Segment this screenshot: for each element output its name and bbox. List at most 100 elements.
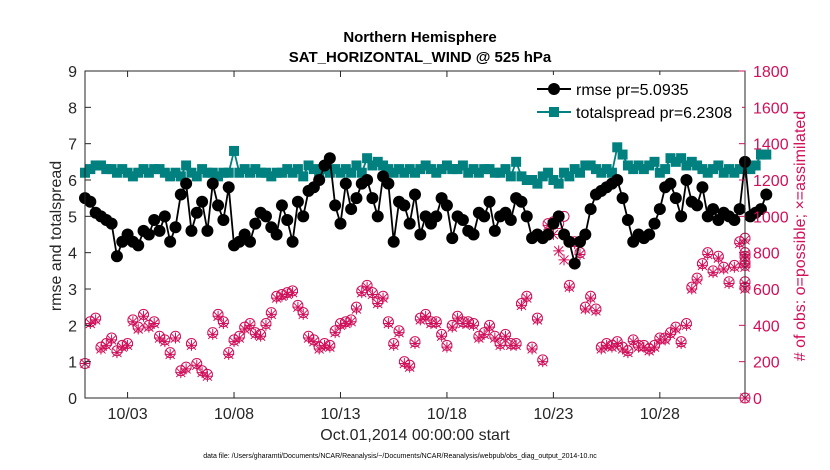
totalspread-marker (106, 164, 117, 175)
x-tick-label: 10/03 (108, 406, 148, 423)
totalspread-marker (447, 164, 458, 175)
obs-assimilated-marker (361, 281, 373, 293)
totalspread-marker (505, 171, 516, 182)
obs-assimilated-marker (686, 283, 698, 295)
totalspread-marker (287, 167, 298, 178)
obs-assimilated-marker (585, 292, 597, 304)
left-y-tick-label: 9 (68, 64, 77, 81)
x-axis: 10/03 10/08 10/13 10/18 10/23 10/28 (108, 71, 680, 423)
obs-assimilated-marker (734, 238, 746, 250)
totalspread-marker (143, 167, 154, 178)
totalspread-marker (761, 149, 772, 160)
rmse-marker (414, 228, 427, 241)
obs-assimilated-marker (526, 343, 538, 355)
totalspread-marker (260, 167, 271, 178)
obs-assimilated-marker (255, 330, 267, 342)
totalspread-marker (330, 164, 341, 175)
totalspread-marker (292, 164, 303, 175)
obs-assimilated-marker (319, 339, 331, 351)
obs-assimilated-marker (494, 339, 506, 351)
obs-assimilated-marker (691, 274, 703, 286)
totalspread-marker (335, 167, 346, 178)
totalspread-marker (734, 164, 745, 175)
obs-assimilated-marker (297, 308, 309, 320)
obs-assimilated-marker (180, 363, 192, 375)
obs-assimilated-marker (521, 292, 533, 304)
obs-assimilated-marker (446, 321, 458, 333)
obs-assimilated-marker (728, 261, 740, 273)
obs-assimilated-marker (175, 367, 187, 379)
data-file-footnote: data file: /Users/gharamti/Documents/NCA… (203, 453, 597, 460)
totalspread-marker (479, 164, 490, 175)
obs-assimilated-marker (265, 308, 277, 320)
rmse-marker (286, 235, 299, 248)
totalspread-marker (133, 167, 144, 178)
totalspread-marker (255, 167, 266, 178)
totalspread-marker (713, 160, 724, 171)
totalspread-marker (186, 167, 197, 178)
obs-assimilated-marker (340, 318, 352, 330)
obs-assimilated-marker (239, 323, 251, 335)
left-y-tick-label: 0 (68, 391, 77, 408)
rmse-marker (158, 210, 171, 223)
obs-assimilated-marker (452, 312, 464, 324)
totalspread-marker (755, 149, 766, 160)
rmse-marker (483, 195, 496, 208)
totalspread-marker (356, 167, 367, 178)
right-y-tick-label: 600 (753, 282, 780, 299)
x-axis-label: Oct.01,2014 00:00:00 start (320, 427, 510, 444)
totalspread-marker (404, 164, 415, 175)
totalspread-marker (500, 164, 511, 175)
obs-assimilated-marker (212, 310, 224, 322)
totalspread-marker (245, 167, 255, 178)
totalspread-marker (649, 156, 660, 167)
rmse-marker (467, 228, 480, 241)
totalspread-marker (692, 160, 703, 171)
obs-assimilated-marker (579, 303, 591, 315)
rmse-marker (180, 177, 193, 190)
right-y-tick-label: 1200 (753, 173, 789, 190)
obs-assimilated-marker (664, 328, 676, 340)
obs-assimilated-marker (84, 318, 96, 330)
obs-assimilated-marker (127, 316, 139, 328)
totalspread-marker (229, 145, 240, 156)
totalspread-marker (612, 142, 623, 153)
obs-assimilated-marker (223, 348, 235, 360)
rmse-marker (382, 177, 395, 190)
left-y-tick-label: 1 (68, 355, 77, 372)
totalspread-marker (276, 167, 287, 178)
obs-assimilated-marker (345, 316, 357, 328)
totalspread-marker (708, 164, 719, 175)
obs-assimilated-marker (143, 321, 155, 333)
obs-assimilated-marker (659, 334, 671, 346)
totalspread-marker (415, 164, 426, 175)
totalspread-marker (314, 167, 325, 178)
obs-assimilated-marker (308, 336, 320, 348)
rmse-marker (616, 192, 629, 205)
obs-assimilated-marker (366, 288, 378, 300)
obs-assimilated-marker (90, 314, 102, 326)
totalspread-marker (511, 156, 522, 167)
legend-totalspread-label: totalspread pr=6.2308 (576, 105, 732, 122)
obs-assimilated-marker (649, 341, 661, 353)
obs-assimilated-marker (420, 310, 432, 322)
totalspread-marker (95, 160, 106, 171)
obs-assimilated-marker (563, 281, 575, 293)
totalspread-marker (234, 167, 245, 178)
obs-assimilated-marker (191, 359, 203, 371)
totalspread-marker (543, 167, 554, 178)
right-y-axis-label: # of obs: o=possible; ×=assimilated (792, 111, 809, 361)
totalspread-marker (718, 167, 729, 178)
obs-assimilated-marker (611, 338, 623, 349)
totalspread-marker (425, 164, 436, 175)
obs-assimilated-marker (122, 339, 134, 351)
totalspread-marker (122, 167, 133, 178)
obs-assimilated-marker (377, 292, 389, 304)
rmse-marker (174, 188, 187, 201)
obs-assimilated-marker (324, 341, 336, 353)
obs-assimilated-marker (462, 318, 474, 330)
rmse-marker (478, 210, 491, 223)
obs-assimilated-marker (473, 332, 485, 344)
totalspread-marker (191, 171, 202, 182)
rmse-marker (361, 174, 374, 186)
